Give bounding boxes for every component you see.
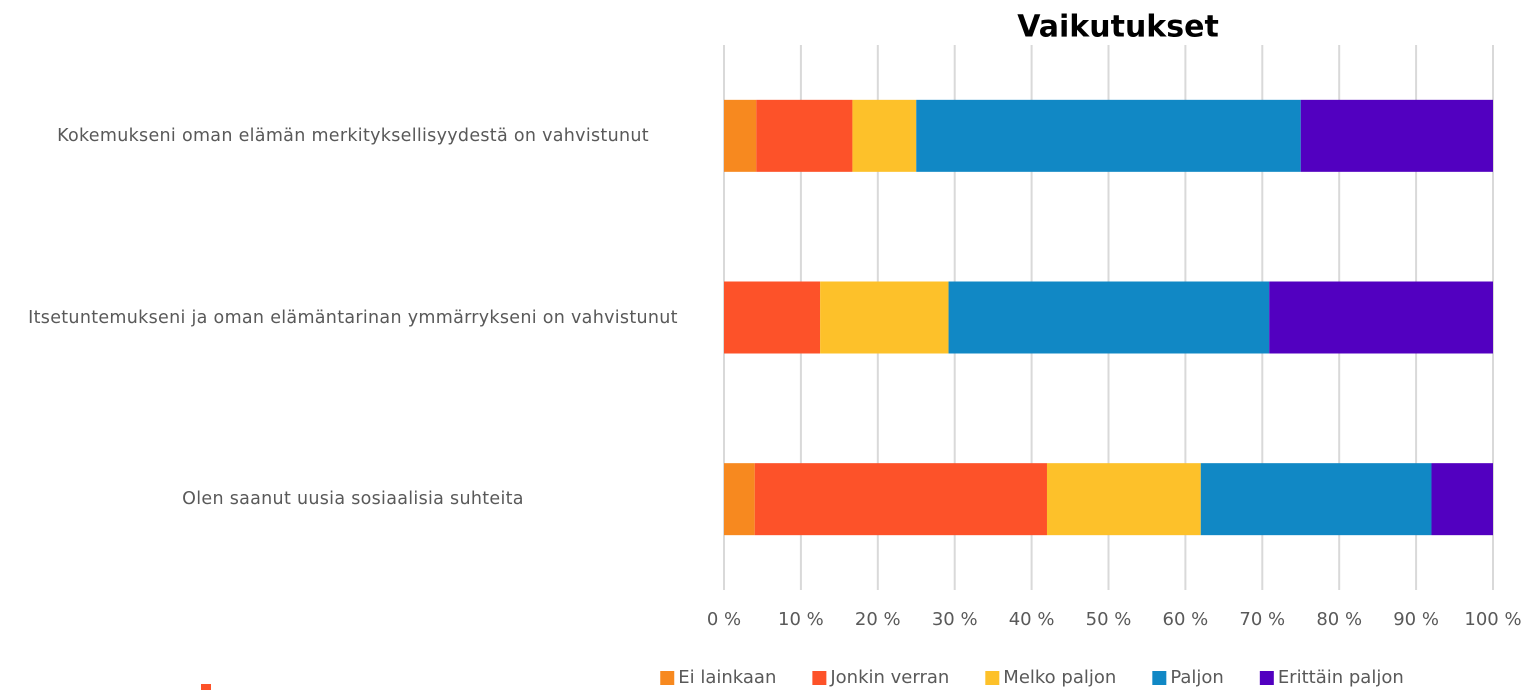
bar-segment: [1200, 463, 1432, 536]
y-tick-label: Itsetuntemukseni ja oman elämäntarinan y…: [28, 307, 678, 328]
bar-segment: [724, 281, 821, 354]
legend-swatch: [1259, 671, 1274, 685]
x-tick-label: 60 %: [1163, 609, 1209, 630]
x-tick-label: 40 %: [1009, 609, 1055, 630]
bar-segment: [724, 99, 757, 172]
x-tick-label: 100 %: [1464, 609, 1521, 630]
bar-segment: [1300, 99, 1493, 172]
x-tick-label: 80 %: [1316, 609, 1362, 630]
y-tick-label: Kokemukseni oman elämän merkityksellisyy…: [57, 125, 649, 146]
x-tick-label: 10 %: [778, 609, 824, 630]
bar-segment: [820, 281, 949, 354]
chart-title: Vaikutukset: [1017, 10, 1219, 45]
y-tick-label: Olen saanut uusia sosiaalisia suhteita: [182, 489, 524, 510]
logo-fragment: [201, 684, 211, 690]
legend-label: Ei lainkaan: [678, 667, 776, 688]
bar-segment: [1046, 463, 1201, 536]
bar-segment: [852, 99, 917, 172]
bar-segment: [756, 99, 853, 172]
bar-segment: [916, 99, 1301, 172]
bar-segment: [724, 463, 755, 536]
bar-segment: [948, 281, 1270, 354]
bar-segment: [754, 463, 1047, 536]
x-tick-label: 70 %: [1239, 609, 1285, 630]
bar-segment: [1269, 281, 1493, 354]
legend-swatch: [1152, 671, 1167, 685]
x-tick-label: 0 %: [707, 609, 741, 630]
legend-label: Jonkin verran: [829, 667, 949, 688]
legend-swatch: [812, 671, 827, 685]
x-tick-label: 30 %: [932, 609, 978, 630]
x-tick-label: 50 %: [1086, 609, 1132, 630]
legend-swatch: [660, 671, 675, 685]
legend-swatch: [985, 671, 1000, 685]
x-tick-label: 90 %: [1393, 609, 1439, 630]
bar-segment: [1431, 463, 1493, 536]
legend-label: Paljon: [1170, 667, 1224, 688]
legend-label: Melko paljon: [1003, 667, 1116, 688]
legend-label: Erittäin paljon: [1278, 667, 1404, 688]
x-tick-label: 20 %: [855, 609, 901, 630]
